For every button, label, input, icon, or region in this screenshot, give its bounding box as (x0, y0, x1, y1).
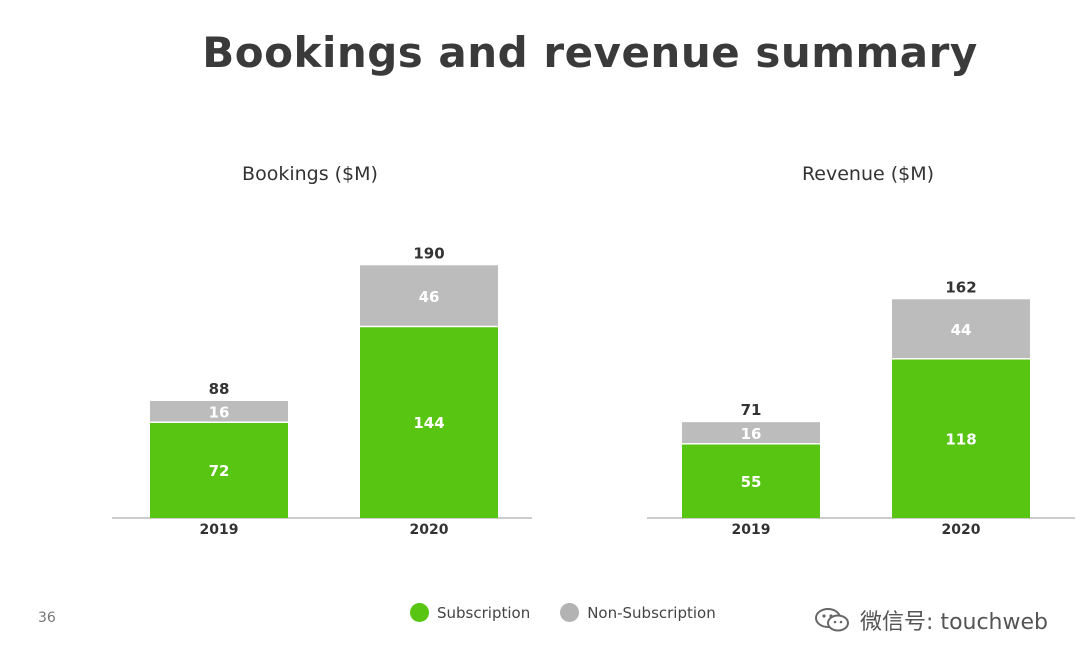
legend-label-subscription: Subscription (437, 603, 531, 622)
revenue-tick-label-2020: 2020 (942, 522, 981, 538)
revenue-label-subscription-2019: 55 (741, 473, 762, 491)
wechat-icon (814, 608, 850, 632)
bookings-tick-label-2019: 2019 (200, 522, 239, 538)
bookings-label-non-subscription-2020: 46 (419, 288, 440, 306)
bookings-chart: Bookings ($M) 72 16 88 2019 144 46 190 2020 (112, 163, 532, 538)
revenue-label-non-subscription-2019: 16 (741, 425, 762, 443)
revenue-bar-subscription-2019 (682, 443, 820, 518)
bookings-label-non-subscription-2019: 16 (209, 404, 230, 422)
bookings-bar-non-subscription-2019 (150, 400, 288, 423)
revenue-label-total-2020: 162 (945, 278, 976, 296)
bookings-label-subscription-2019: 72 (209, 462, 230, 480)
bookings-label-subscription-2020: 144 (413, 414, 444, 432)
watermark-text: 微信号: touchweb (860, 610, 1048, 635)
page-title: Bookings and revenue summary (202, 28, 978, 77)
revenue-bar-non-subscription-2020 (892, 299, 1030, 359)
wechat-watermark: 微信号: touchweb (814, 604, 1048, 636)
legend-swatch-non-subscription (560, 603, 580, 622)
revenue-bar-subscription-2020 (892, 358, 1030, 518)
legend: Subscription Non-Subscription (410, 603, 746, 622)
bookings-bar-subscription-2020 (360, 326, 498, 518)
revenue-label-subscription-2020: 118 (945, 430, 976, 448)
revenue-tick-label-2019: 2019 (732, 522, 771, 538)
bookings-bar-non-subscription-2020 (360, 265, 498, 327)
page-number: 36 (38, 610, 56, 626)
revenue-chart-title: Revenue ($M) (802, 163, 934, 185)
revenue-label-total-2019: 71 (741, 401, 762, 419)
bookings-label-total-2020: 190 (413, 244, 444, 262)
bookings-label-total-2019: 88 (209, 380, 230, 398)
revenue-label-non-subscription-2020: 44 (951, 321, 972, 339)
revenue-chart: Revenue ($M) 55 16 71 2019 118 44 162 2020 (647, 163, 1075, 538)
bookings-tick-label-2020: 2020 (410, 522, 449, 538)
bookings-bar-subscription-2019 (150, 422, 288, 518)
legend-item-non-subscription: Non-Subscription (560, 603, 716, 622)
legend-item-subscription: Subscription (410, 603, 530, 622)
revenue-bar-non-subscription-2019 (682, 422, 820, 444)
legend-label-non-subscription: Non-Subscription (587, 603, 716, 622)
legend-swatch-subscription (410, 603, 429, 622)
bookings-chart-title: Bookings ($M) (242, 163, 378, 185)
